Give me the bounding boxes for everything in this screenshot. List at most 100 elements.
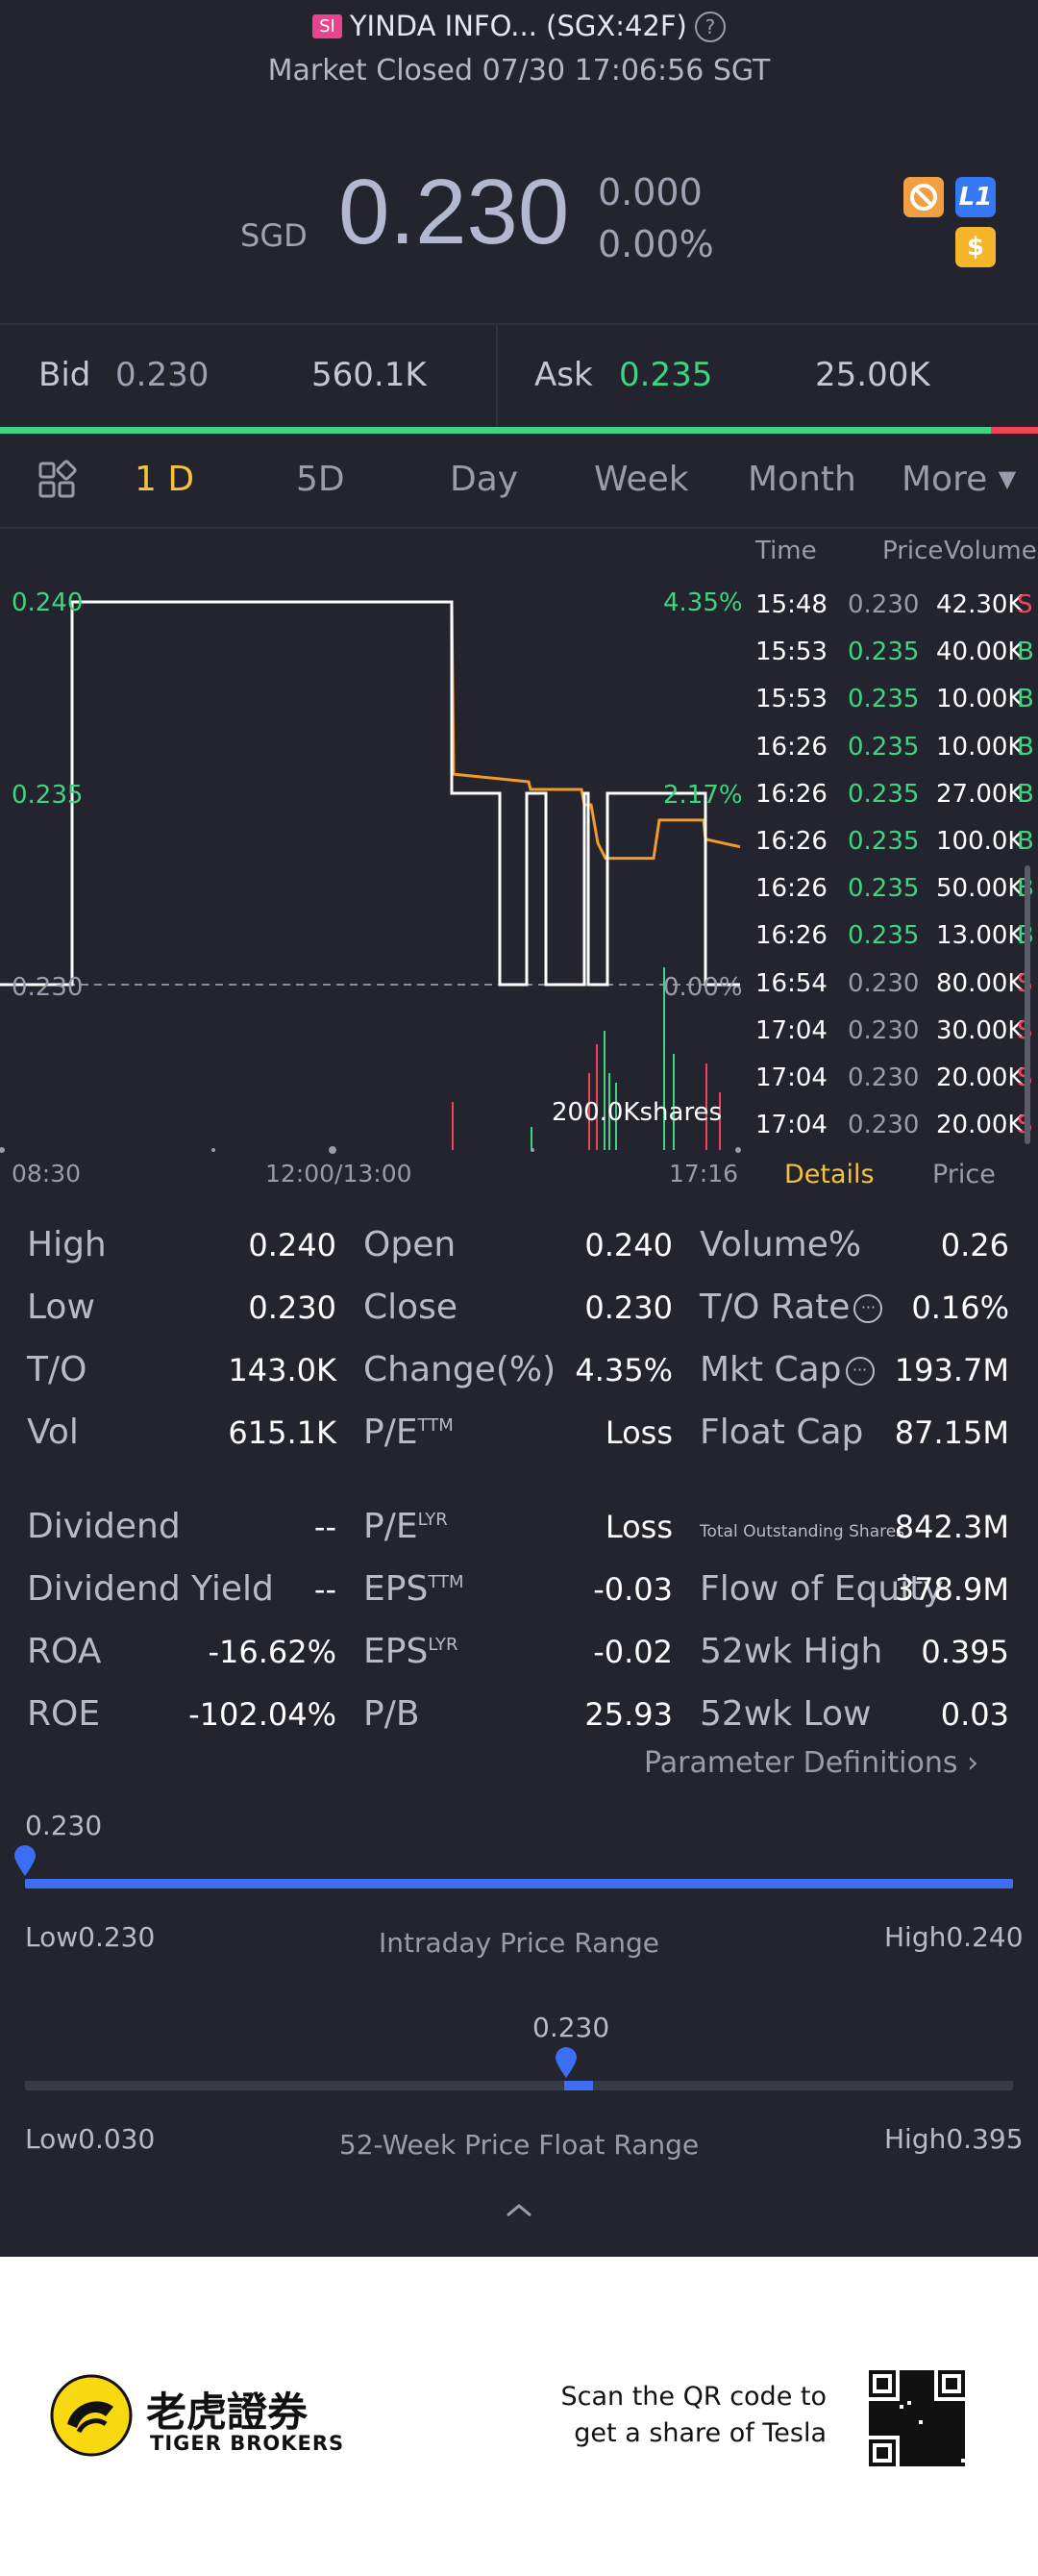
trades-header-volume: Volume <box>944 537 1037 565</box>
bid-ratio-fill <box>0 427 992 434</box>
stat-value: 0.26 <box>940 1227 1009 1263</box>
trade-time: 17:04 <box>755 1015 828 1045</box>
stat-value: 4.35% <box>575 1352 673 1388</box>
stat-value: 87.15M <box>894 1414 1009 1451</box>
parameter-definitions-link[interactable]: Parameter Definitions › <box>644 1746 978 1780</box>
stat-value: Loss <box>605 1509 673 1545</box>
stat-value: 0.16% <box>911 1289 1009 1326</box>
trade-volume: 13.00K <box>936 921 1025 951</box>
tab-1d[interactable]: 1 D <box>135 460 195 499</box>
stat-value: -- <box>313 1571 336 1608</box>
stat-label: Low <box>27 1288 95 1327</box>
collapse-chevron-icon[interactable] <box>500 2198 538 2225</box>
no-sign-icon[interactable] <box>903 177 944 217</box>
trade-side: S <box>1017 590 1033 619</box>
stat-value: -0.02 <box>593 1634 673 1670</box>
y-axis-label-high: 0.240 <box>12 588 84 617</box>
time-tick <box>211 1148 215 1152</box>
stat-label: T/O Rate ··· <box>700 1288 883 1327</box>
trade-side: B <box>1017 827 1034 856</box>
trade-side: B <box>1017 732 1034 762</box>
intraday-pin-icon <box>12 1844 37 1881</box>
stat-label: P/B <box>363 1694 420 1734</box>
trade-price: 0.230 <box>848 1063 920 1092</box>
pct-label-low: 0.00% <box>663 973 743 1002</box>
tab-5d[interactable]: 5D <box>296 460 345 499</box>
stat-label: Flow of Equity <box>700 1569 944 1609</box>
trade-time: 16:26 <box>755 827 828 856</box>
layout-grid-icon[interactable] <box>38 460 77 502</box>
stat-label: EPSTTM <box>363 1569 464 1609</box>
info-dots-icon[interactable]: ··· <box>845 1357 875 1386</box>
info-dots-icon[interactable]: ··· <box>853 1294 883 1323</box>
time-tick <box>329 1146 336 1154</box>
dollar-icon[interactable]: $ <box>955 227 996 267</box>
bid-label: Bid <box>38 356 91 394</box>
bid-ask-ratio-bar <box>0 427 1038 434</box>
divider <box>0 527 1038 529</box>
stat-label-sup: LYR <box>428 1635 458 1655</box>
stat-label: 52wk Low <box>700 1694 871 1734</box>
intraday-chart[interactable] <box>0 527 750 1169</box>
trade-time: 16:26 <box>755 732 828 762</box>
y-axis-label-mid: 0.235 <box>12 781 84 810</box>
trade-price: 0.235 <box>848 874 920 904</box>
stat-label-text: T/O Rate <box>700 1288 851 1327</box>
stat-value: 615.1K <box>228 1414 336 1451</box>
volume-bar <box>705 1063 707 1150</box>
trades-scrollbar[interactable] <box>1025 865 1030 1144</box>
help-icon[interactable]: ? <box>694 12 726 42</box>
level1-icon[interactable]: L1 <box>955 177 996 217</box>
tab-details[interactable]: Details <box>784 1160 875 1189</box>
trade-price: 0.230 <box>848 968 920 998</box>
stat-label-text: T/O <box>27 1350 87 1389</box>
tab-week[interactable]: Week <box>594 460 689 499</box>
trade-volume: 10.00K <box>936 685 1025 714</box>
stat-label-text: Change(%) <box>363 1350 556 1389</box>
stat-label: Mkt Cap ··· <box>700 1350 875 1389</box>
price-change: 0.000 <box>598 171 703 213</box>
volume-bar <box>596 1044 598 1150</box>
stat-label-text: EPS <box>363 1569 429 1609</box>
intraday-range-bar <box>25 1879 1013 1888</box>
trade-price: 0.235 <box>848 732 920 762</box>
trade-volume: 42.30K <box>936 590 1025 619</box>
trade-volume: 30.00K <box>936 1015 1025 1045</box>
stat-value: 0.230 <box>584 1289 673 1326</box>
time-tick <box>531 1148 534 1152</box>
stat-label-text: Low <box>27 1288 95 1327</box>
stat-label-text: 52wk Low <box>700 1694 872 1734</box>
stock-title[interactable]: SI YINDA INFO... (SGX:42F)? <box>0 10 1038 42</box>
tab-more[interactable]: More ▼ <box>902 460 1016 499</box>
tab-price[interactable]: Price <box>932 1160 996 1189</box>
volume-bar <box>452 1102 454 1150</box>
y-axis-label-low: 0.230 <box>12 973 84 1002</box>
trade-volume: 10.00K <box>936 732 1025 762</box>
stat-label: Dividend Yield <box>27 1569 274 1609</box>
stat-value: 842.3M <box>894 1509 1009 1545</box>
trade-time: 16:54 <box>755 968 828 998</box>
week52-range-title: 52-Week Price Float Range <box>338 2129 700 2161</box>
stat-label-text: Vol <box>27 1413 79 1452</box>
stat-value: 0.230 <box>248 1289 336 1326</box>
week52-range-bar <box>25 2081 1013 2090</box>
intraday-current-value: 0.230 <box>25 1810 103 1841</box>
stat-value: 0.240 <box>248 1227 336 1263</box>
trade-row: 15:48 0.230 42.30K S <box>755 590 1038 629</box>
trade-price: 0.235 <box>848 685 920 714</box>
stat-value: -0.03 <box>593 1571 673 1608</box>
stat-label: 52wk High <box>700 1632 882 1671</box>
pct-label-high: 4.35% <box>663 588 743 617</box>
tab-month[interactable]: Month <box>748 460 856 499</box>
pct-label-mid: 2.17% <box>663 781 743 810</box>
trade-price: 0.230 <box>848 590 920 619</box>
tab-day[interactable]: Day <box>450 460 519 499</box>
stat-label: Volume% <box>700 1225 861 1264</box>
trade-volume: 100.0K <box>936 827 1025 856</box>
stat-value: 193.7M <box>894 1352 1009 1388</box>
volume-bar <box>719 1092 721 1150</box>
